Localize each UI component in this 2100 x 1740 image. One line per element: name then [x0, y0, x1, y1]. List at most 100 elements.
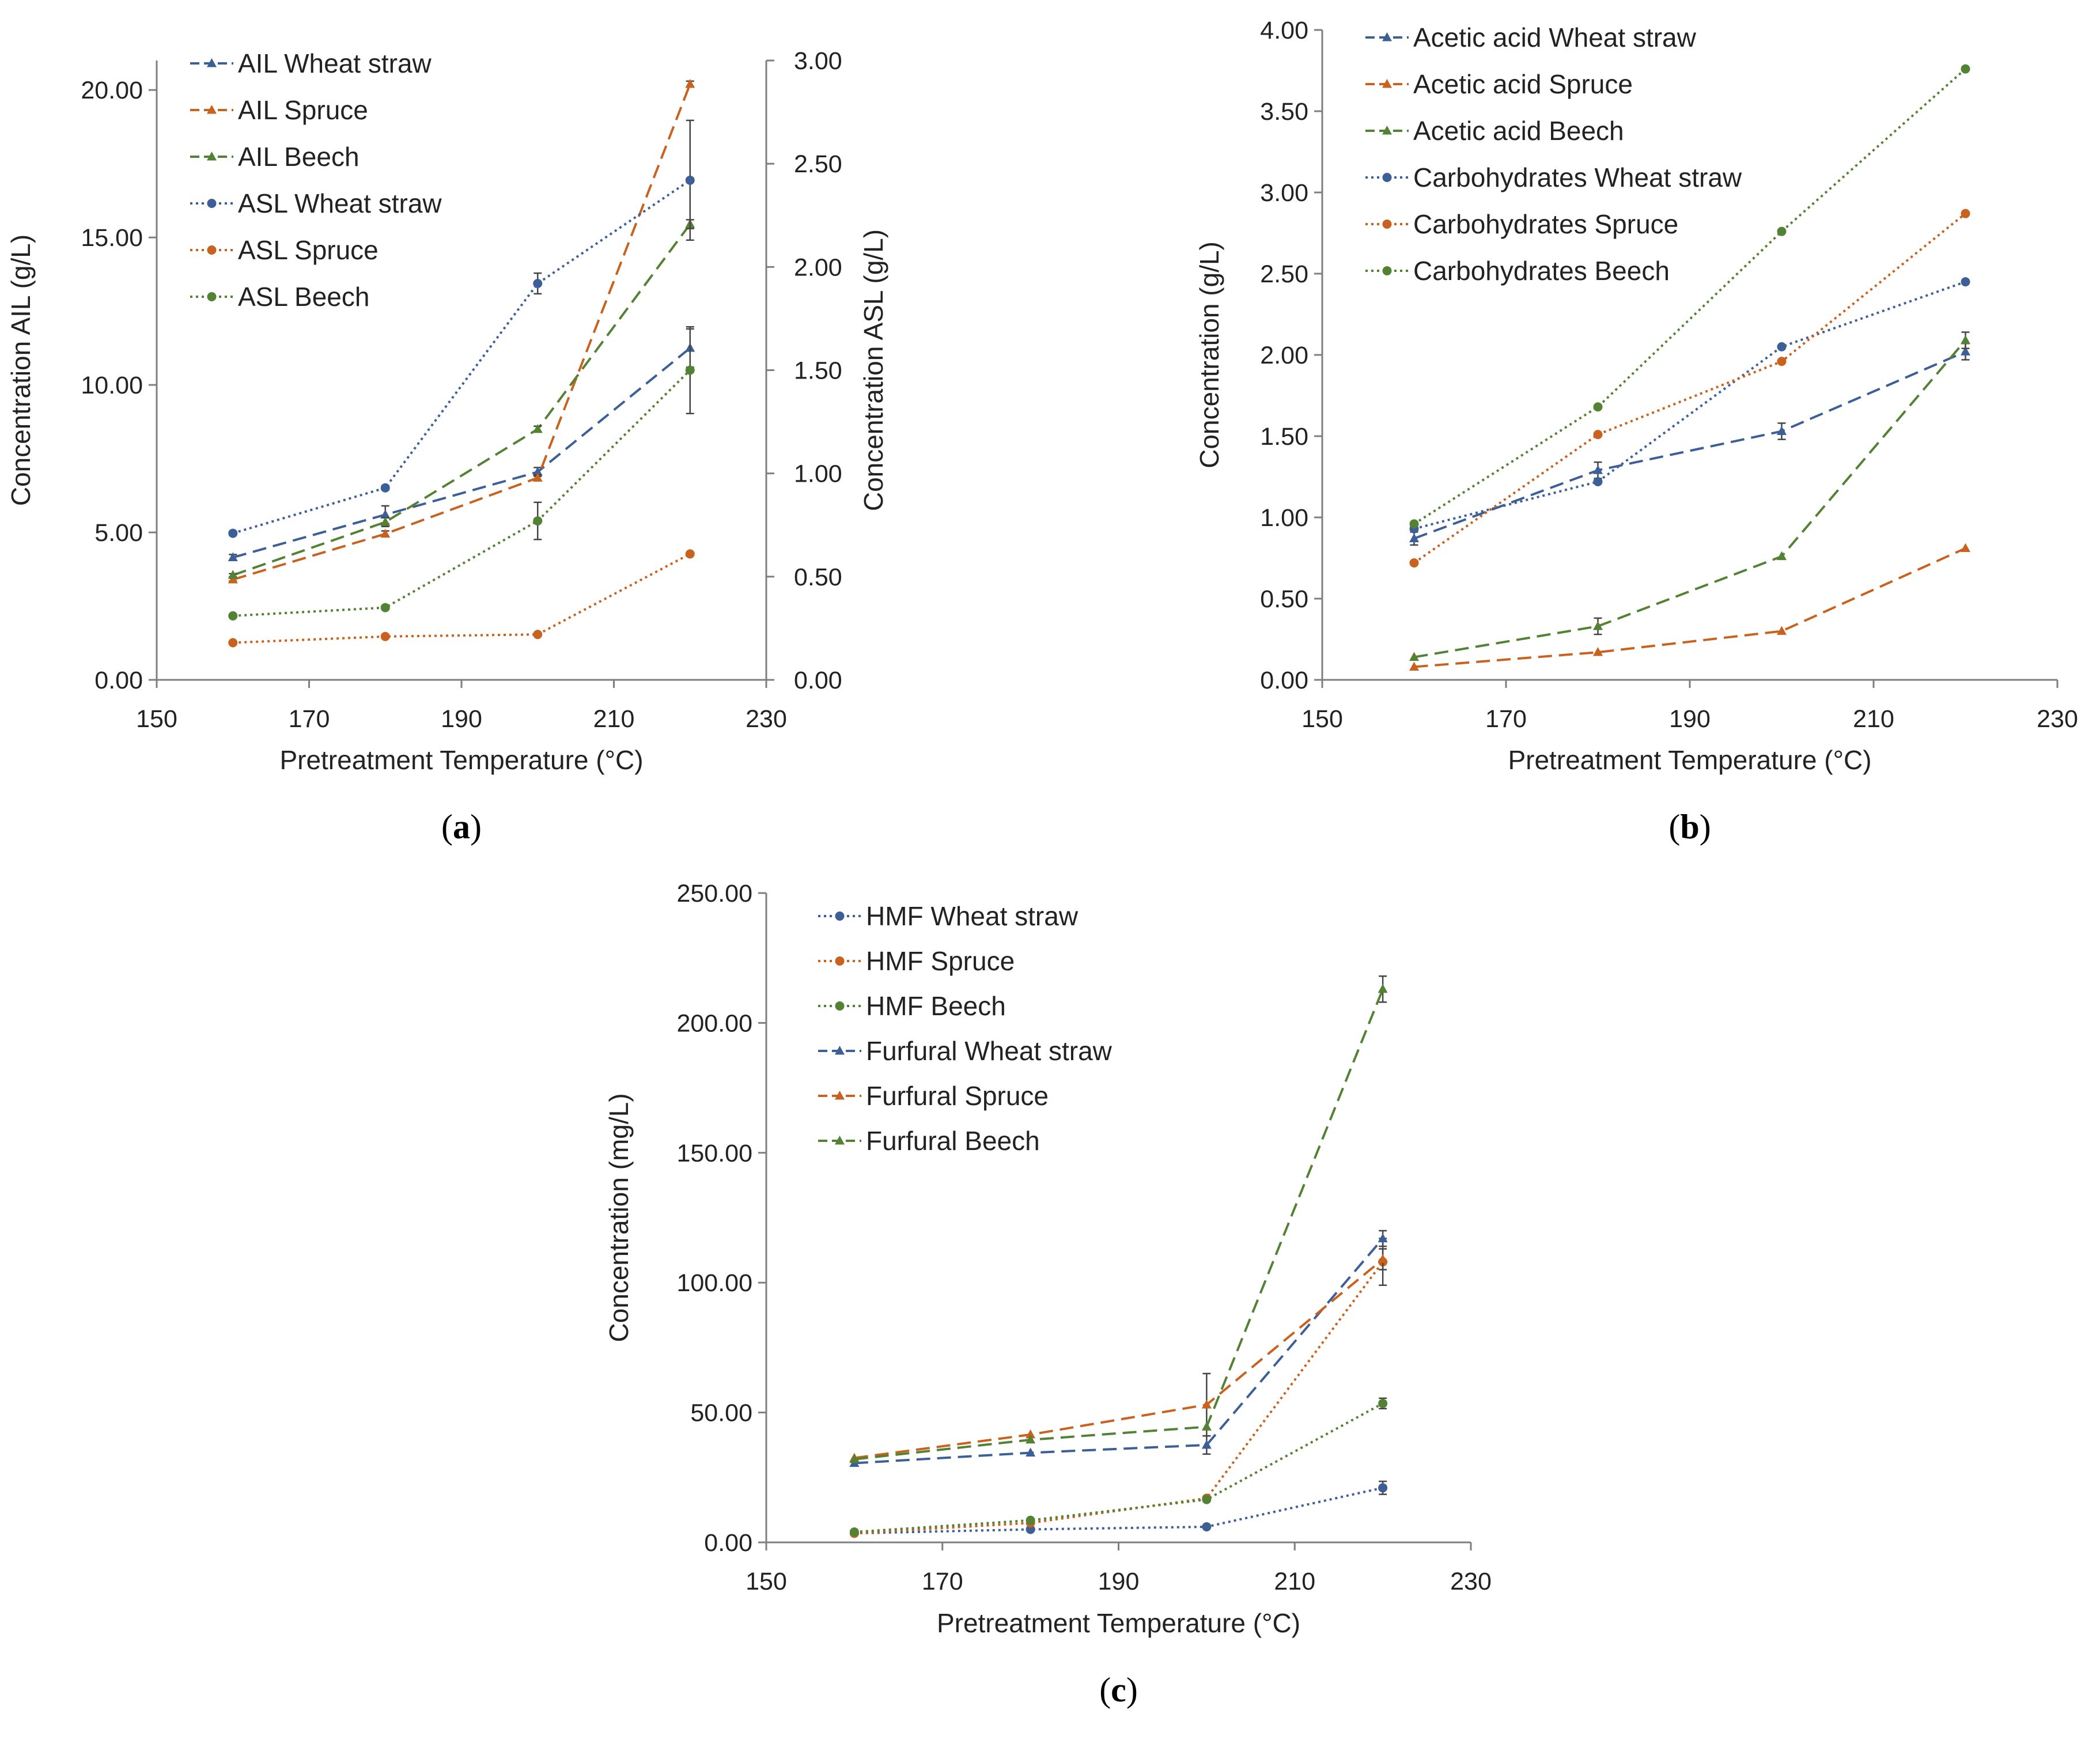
data-point	[1593, 476, 1603, 486]
data-point	[1026, 1429, 1036, 1439]
legend-label: Furfural Spruce	[866, 1081, 1049, 1111]
legend-swatch-marker	[1382, 32, 1392, 41]
data-point	[1593, 621, 1603, 630]
x-tick-label: 230	[2037, 705, 2078, 733]
legend-label: Acetic acid Wheat straw	[1413, 22, 1697, 52]
series-line	[1414, 339, 1967, 659]
series-line	[854, 1238, 1384, 1465]
legend-swatch-marker	[1382, 266, 1392, 275]
data-point	[228, 611, 238, 621]
legend-entry: AIL Spruce	[190, 95, 368, 125]
y-tick-label: 5.00	[94, 519, 143, 547]
data-point	[533, 516, 543, 526]
legend-entry: HMF Beech	[818, 991, 1006, 1021]
x-tick-label: 150	[136, 705, 177, 733]
data-point	[1777, 226, 1787, 236]
series-ail-spruce	[228, 78, 695, 584]
series-acetic-acid-beech	[1409, 331, 1970, 661]
legend-label: AIL Beech	[238, 142, 360, 172]
legend-swatch-marker	[207, 152, 217, 161]
panel-label-close: )	[470, 808, 482, 846]
legend-entry: Acetic acid Wheat straw	[1365, 22, 1697, 52]
x-tick-label: 170	[289, 705, 330, 733]
legend-swatch-marker	[207, 105, 217, 114]
data-point	[685, 78, 695, 88]
legend-entry: Acetic acid Spruce	[1365, 69, 1633, 99]
data-point	[849, 1454, 860, 1463]
x-axis-label: Pretreatment Temperature (°C)	[937, 1608, 1300, 1638]
legend-entry: Furfural Spruce	[818, 1081, 1049, 1111]
data-point	[1378, 1483, 1388, 1493]
x-tick-label: 150	[1301, 705, 1343, 733]
legend-label: Carbohydrates Wheat straw	[1413, 162, 1742, 192]
legend-label: Carbohydrates Spruce	[1413, 209, 1678, 239]
data-point	[1961, 335, 1970, 345]
series-line	[233, 369, 691, 617]
legend-swatch-marker	[1382, 173, 1392, 182]
legend-entry: Carbohydrates Spruce	[1365, 209, 1678, 239]
legend-entry: HMF Wheat straw	[818, 901, 1079, 931]
data-point	[228, 552, 238, 562]
x-tick-label: 150	[746, 1568, 787, 1595]
data-point	[228, 570, 238, 579]
legend-label: ASL Beech	[238, 282, 369, 312]
legend-label: AIL Spruce	[238, 95, 368, 125]
series-line	[232, 223, 691, 577]
y-tick-label: 1.50	[1260, 423, 1308, 451]
series-acetic-acid-spruce	[1409, 543, 1970, 671]
x-tick-label: 210	[1274, 1568, 1315, 1595]
y-tick-label: 0.00	[1260, 667, 1308, 694]
panel-label-open: (	[1099, 1671, 1111, 1709]
series-furfural-wheat-straw	[849, 1230, 1388, 1467]
y-tick-label: 150.00	[676, 1140, 752, 1167]
data-point	[1593, 402, 1603, 412]
y2-tick-label: 2.50	[794, 150, 842, 178]
data-point	[1961, 209, 1970, 218]
data-point	[1201, 1399, 1212, 1409]
y-tick-label: 200.00	[676, 1009, 752, 1037]
chart-panel-c: 150 170 190 210 230 0.00 50.00 100.00 150.00 200.…	[604, 880, 1492, 1709]
x-tick-label: 210	[593, 705, 635, 733]
y-tick-label: 10.00	[81, 372, 143, 399]
legend-swatch-marker	[835, 1091, 845, 1100]
legend-label: Furfural Beech	[866, 1126, 1040, 1156]
x-tick-label: 230	[1450, 1568, 1492, 1595]
data-point	[1378, 1254, 1388, 1264]
series-furfural-spruce	[849, 1248, 1388, 1462]
legend-label: HMF Wheat straw	[866, 901, 1079, 931]
series-line	[854, 1258, 1384, 1459]
data-point	[533, 279, 543, 288]
x-tick-label: 190	[441, 705, 482, 733]
data-point	[1409, 652, 1419, 661]
data-point	[849, 1527, 859, 1537]
series-hmf-beech	[849, 1397, 1388, 1537]
chart-panel-a: 150 170 190 210 230 0.00 5.00 10.00 15.00 20.00 0.…	[6, 47, 888, 846]
data-point	[380, 517, 391, 526]
data-point	[1026, 1515, 1035, 1525]
x-tick-label: 210	[1853, 705, 1894, 733]
legend-entry: Acetic acid Beech	[1365, 116, 1624, 146]
y-tick-label: 1.00	[1260, 504, 1308, 532]
legend-entry: Furfural Beech	[818, 1126, 1040, 1156]
series-line	[1413, 68, 1966, 525]
panel-label-open: (	[441, 808, 453, 846]
legend-label: ASL Spruce	[238, 235, 379, 265]
series-line	[232, 84, 691, 581]
x-tick-label: 230	[746, 705, 787, 733]
data-point	[533, 630, 543, 640]
series-line	[1413, 350, 1966, 540]
data-point	[1593, 465, 1603, 474]
data-point	[1777, 426, 1787, 436]
legend-entry: Carbohydrates Beech	[1365, 256, 1670, 286]
panel-label: (c)	[1099, 1671, 1138, 1709]
data-point	[1026, 1525, 1035, 1534]
y-tick-label: 0.00	[94, 667, 143, 694]
series-carbohydrates-spruce	[1409, 209, 1970, 568]
series-ail-beech	[228, 219, 695, 579]
series-carbohydrates-wheat-straw	[1409, 277, 1970, 534]
legend-label: HMF Beech	[866, 991, 1006, 1021]
data-point	[1777, 626, 1787, 635]
legend-label: HMF Spruce	[866, 946, 1015, 976]
data-point	[1409, 533, 1419, 543]
